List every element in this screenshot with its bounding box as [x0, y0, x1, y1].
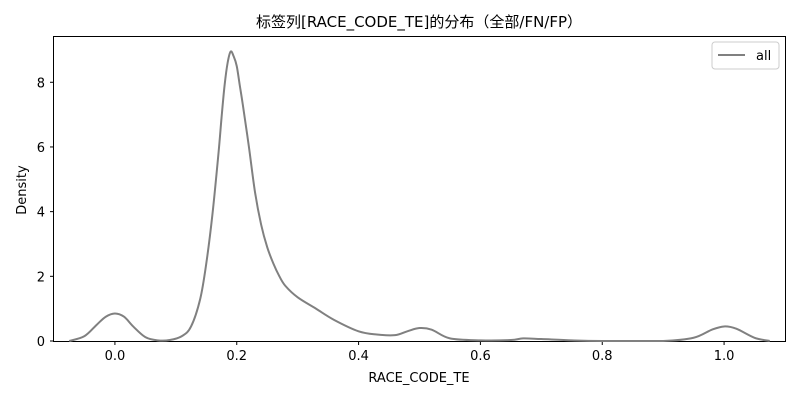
- x-tick-label: 0.8: [592, 349, 613, 364]
- legend-box: [711, 41, 780, 70]
- y-tick-label: 4: [37, 206, 45, 221]
- series-layer: [68, 50, 770, 342]
- x-tick-label: 0.2: [226, 349, 247, 364]
- legend: all: [711, 41, 780, 70]
- x-axis-label: RACE_CODE_TE: [368, 371, 469, 386]
- y-tick-label: 0: [37, 335, 45, 350]
- y-tick-label: 2: [37, 270, 45, 285]
- x-tick-label: 0.6: [470, 349, 491, 364]
- series-line-all: [68, 50, 770, 342]
- legend-label: all: [756, 49, 771, 64]
- x-tick-label: 0.0: [105, 349, 126, 364]
- plot-area: [53, 36, 786, 342]
- x-tick-label: 0.4: [348, 349, 369, 364]
- x-axis: 0.0 0.2 0.4 0.6 0.8 1.0: [105, 341, 735, 364]
- y-axis: 0 2 4 6 8: [37, 76, 54, 350]
- x-tick-label: 1.0: [714, 349, 735, 364]
- y-axis-label: Density: [15, 165, 30, 215]
- y-tick-label: 6: [37, 141, 45, 156]
- chart-title: 标签列[RACE_CODE_TE]的分布（全部/FN/FP）: [256, 13, 582, 32]
- y-tick-label: 8: [37, 76, 45, 91]
